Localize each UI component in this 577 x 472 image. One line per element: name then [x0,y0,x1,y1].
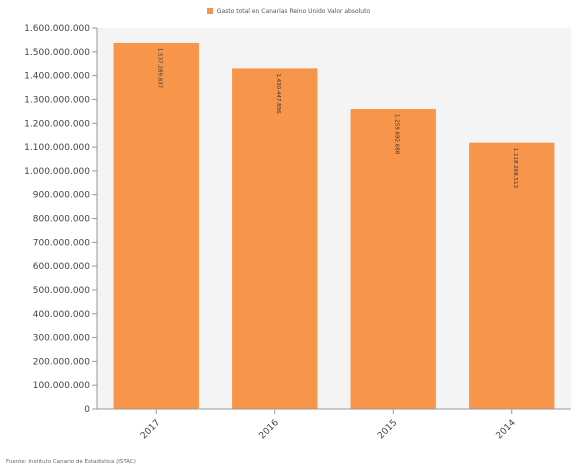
x-tick-label: 2015 [376,418,399,441]
y-tick-label: 700.000.000 [33,238,91,248]
y-tick-label: 900.000.000 [33,191,91,201]
data-label: 1.259.692.688 [393,114,399,155]
y-tick-label: 800.000.000 [33,215,91,225]
legend-label: Gasto total en Canarias Reino Unido Valo… [216,8,371,15]
x-tick-label: 2017 [139,418,162,441]
source-note: Fuente: Instituto Canario de Estadística… [6,459,136,465]
y-tick-label: 1.100.000.000 [24,143,90,153]
y-tick-label: 1.400.000.000 [24,72,90,82]
data-label: 1.430.447.896 [275,73,281,114]
y-tick-label: 0 [84,405,90,415]
x-tick-label: 2016 [258,418,281,441]
y-tick-label: 600.000.000 [33,262,91,272]
data-label: 1.118.268.513 [512,148,518,189]
y-tick-label: 1.300.000.000 [24,95,90,105]
y-tick-label: 1.000.000.000 [24,167,90,177]
bar [350,109,436,409]
data-label: 1.537.289.837 [156,48,162,89]
y-tick-label: 200.000.000 [33,357,91,367]
bar [232,68,318,409]
x-tick-label: 2014 [495,418,518,441]
y-tick-label: 100.000.000 [33,381,91,391]
y-tick-label: 500.000.000 [33,286,91,296]
bar [469,142,555,409]
y-tick-label: 1.600.000.000 [24,24,90,34]
y-tick-label: 400.000.000 [33,310,91,320]
y-tick-label: 1.500.000.000 [24,48,90,58]
y-tick-label: 300.000.000 [33,334,91,344]
legend-swatch [206,8,213,14]
legend[interactable]: Gasto total en Canarias Reino Unido Valo… [0,8,577,15]
y-tick-label: 1.200.000.000 [24,119,90,129]
bar [113,42,199,409]
